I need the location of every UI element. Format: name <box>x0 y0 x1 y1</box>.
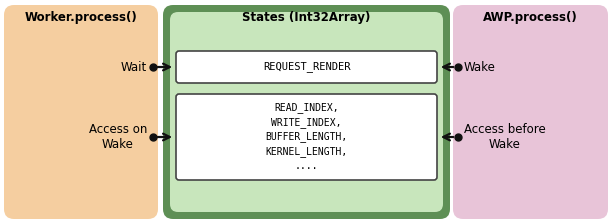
FancyBboxPatch shape <box>163 5 450 219</box>
Text: Access on
Wake: Access on Wake <box>89 123 147 151</box>
Text: WRITE_INDEX,: WRITE_INDEX, <box>271 117 341 128</box>
Text: ....: .... <box>295 161 318 171</box>
FancyBboxPatch shape <box>4 5 158 219</box>
Text: Wait: Wait <box>121 60 147 73</box>
Text: Access before
Wake: Access before Wake <box>464 123 546 151</box>
Text: READ_INDEX,: READ_INDEX, <box>274 103 339 113</box>
Text: REQUEST_RENDER: REQUEST_RENDER <box>263 62 350 72</box>
FancyBboxPatch shape <box>176 94 437 180</box>
FancyBboxPatch shape <box>170 12 443 212</box>
Text: BUFFER_LENGTH,: BUFFER_LENGTH, <box>266 131 348 142</box>
FancyBboxPatch shape <box>176 51 437 83</box>
Text: States (Int32Array): States (Int32Array) <box>242 11 371 24</box>
Text: AWP.process(): AWP.process() <box>483 11 578 24</box>
Text: Worker.process(): Worker.process() <box>24 11 137 24</box>
Text: KERNEL_LENGTH,: KERNEL_LENGTH, <box>266 146 348 157</box>
Text: Wake: Wake <box>464 60 496 73</box>
FancyBboxPatch shape <box>453 5 608 219</box>
